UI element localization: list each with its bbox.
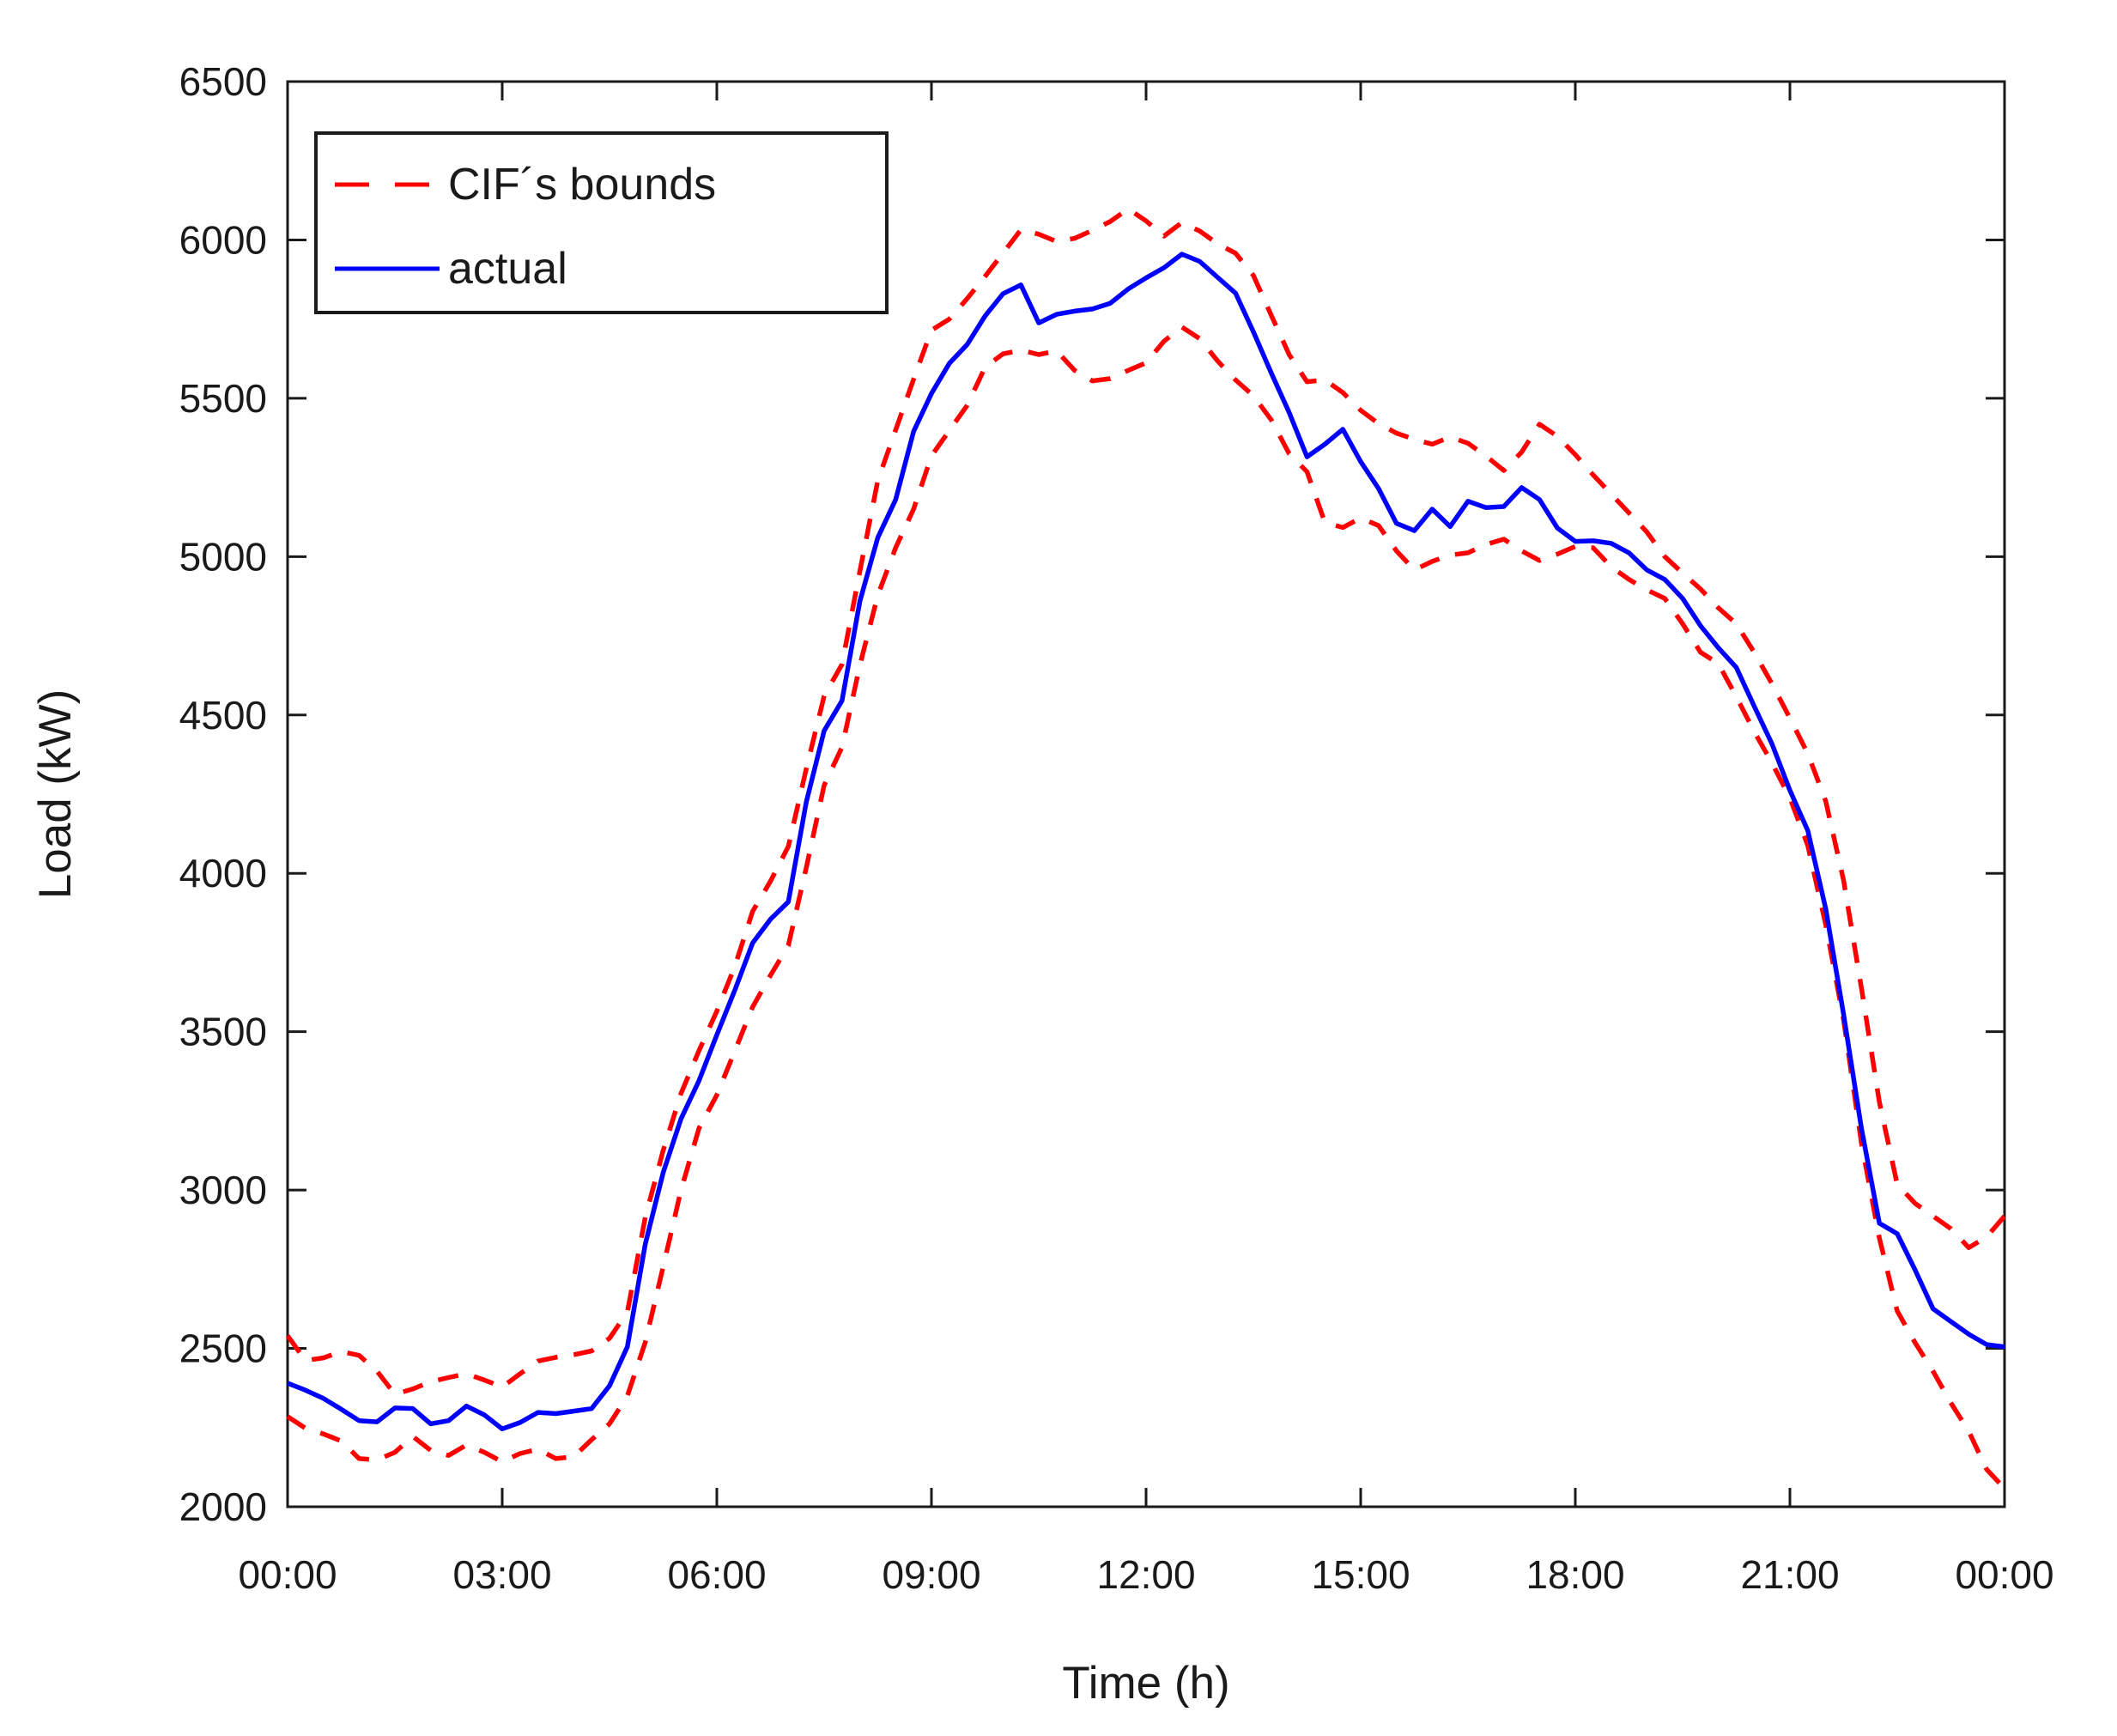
y-tick-label-4000: 4000 <box>179 851 267 895</box>
y-tick-label-3000: 3000 <box>179 1168 267 1212</box>
series-actual <box>287 252 2005 1432</box>
x-tick-label-8: 00:00 <box>1955 1552 2053 1597</box>
y-tick-label-5000: 5000 <box>179 534 267 579</box>
x-tick-label-6: 18:00 <box>1526 1552 1624 1597</box>
x-tick-label-7: 21:00 <box>1740 1552 1839 1597</box>
y-tick-label-6500: 6500 <box>179 59 267 104</box>
y-axis-title: Load (kW) <box>30 689 81 899</box>
x-tick-label-3: 09:00 <box>882 1552 980 1597</box>
x-tick-label-4: 12:00 <box>1096 1552 1195 1597</box>
y-tick-label-4500: 4500 <box>179 693 267 737</box>
series-cif-lower-bound <box>286 325 2007 1490</box>
x-tick-label-0: 00:00 <box>238 1552 337 1597</box>
series-cif-upper-bound <box>285 206 2007 1397</box>
x-tick-label-5: 15:00 <box>1311 1552 1410 1597</box>
x-axis-title: Time (h) <box>1062 1658 1229 1709</box>
y-tick-label-6000: 6000 <box>179 217 267 262</box>
y-tick-label-2000: 2000 <box>179 1484 267 1529</box>
x-tick-label-1: 03:00 <box>452 1552 551 1597</box>
legend-label-bounds: CIF´s bounds <box>448 160 716 209</box>
y-tick-label-5500: 5500 <box>179 376 267 421</box>
legend-box <box>314 131 889 314</box>
plot-area: 2000 2500 3000 3500 4000 4500 5000 5500 6000 6500… <box>179 59 2054 1597</box>
legend: CIF´s bounds actual <box>314 131 889 314</box>
y-tick-label-3500: 3500 <box>179 1010 267 1054</box>
y-tick-label-2500: 2500 <box>179 1326 267 1371</box>
legend-label-actual: actual <box>448 244 567 294</box>
x-tick-label-2: 06:00 <box>667 1552 766 1597</box>
